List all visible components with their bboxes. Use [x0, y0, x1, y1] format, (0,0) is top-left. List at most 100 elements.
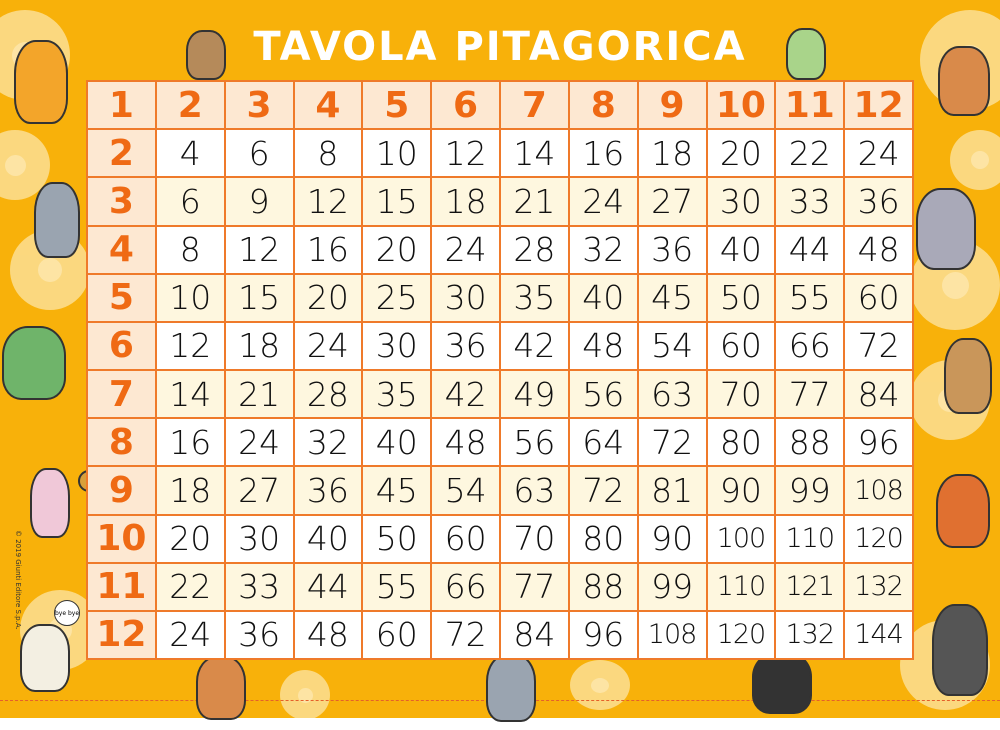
header-cell: 12 [88, 611, 155, 658]
product-cell: 96 [845, 419, 912, 466]
product-cell: 50 [363, 515, 431, 562]
product-cell: 72 [845, 322, 912, 369]
header-cell: 12 [845, 82, 912, 129]
header-cell: 4 [88, 226, 155, 273]
product-cell: 77 [776, 371, 844, 418]
product-cell: 55 [363, 563, 431, 610]
product-cell: 21 [225, 371, 293, 418]
frog-illustration [786, 28, 826, 80]
product-cell: 22 [156, 563, 224, 610]
page-title: TAVOLA PITAGORICA [253, 24, 747, 70]
product-cell: 84 [845, 371, 912, 418]
product-cell: 24 [156, 611, 224, 658]
product-cell: 121 [776, 563, 844, 610]
product-cell: 27 [638, 178, 706, 225]
product-cell: 48 [432, 419, 499, 466]
product-cell: 12 [156, 322, 224, 369]
sheep-illustration [20, 624, 70, 692]
product-cell: 81 [638, 467, 706, 514]
product-cell: 12 [294, 178, 362, 225]
product-cell: 144 [845, 611, 912, 658]
product-cell: 66 [432, 563, 499, 610]
product-cell: 99 [638, 563, 706, 610]
product-cell: 108 [638, 611, 706, 658]
product-cell: 84 [501, 611, 568, 658]
product-cell: 48 [294, 611, 362, 658]
product-cell: 72 [569, 467, 637, 514]
product-cell: 18 [225, 322, 293, 369]
crocodile-illustration [2, 326, 66, 400]
product-cell: 16 [294, 226, 362, 273]
product-cell: 96 [569, 611, 637, 658]
header-cell: 3 [88, 178, 155, 225]
hen-illustration [196, 656, 246, 720]
bottom-margin [0, 718, 1000, 730]
product-cell: 6 [225, 130, 293, 177]
multiplication-table: 1 2 3 4 5 6 7 8 9 10 11 12 2 4 6 8 10 12 14 16 18 20 22 24 3 6 9 12… [86, 80, 914, 660]
lion-illustration [14, 40, 68, 124]
koala-illustration [34, 182, 80, 258]
product-cell: 36 [638, 226, 706, 273]
product-cell: 88 [569, 563, 637, 610]
product-cell: 16 [569, 130, 637, 177]
header-cell: 6 [432, 82, 499, 129]
product-cell: 22 [776, 130, 844, 177]
product-cell: 42 [432, 371, 499, 418]
product-cell: 32 [569, 226, 637, 273]
product-cell: 48 [845, 226, 912, 273]
product-cell: 42 [501, 322, 568, 369]
product-cell: 36 [432, 322, 499, 369]
product-cell: 25 [363, 274, 431, 321]
product-cell: 45 [638, 274, 706, 321]
header-cell: 7 [88, 371, 155, 418]
product-cell: 8 [156, 226, 224, 273]
product-cell: 120 [845, 515, 912, 562]
header-cell: 11 [776, 82, 844, 129]
header-cell: 8 [88, 419, 155, 466]
bat-illustration [932, 604, 988, 696]
product-cell: 12 [432, 130, 499, 177]
product-cell: 88 [776, 419, 844, 466]
product-cell: 24 [225, 419, 293, 466]
product-cell: 56 [501, 419, 568, 466]
product-cell: 6 [156, 178, 224, 225]
header-cell: 9 [638, 82, 706, 129]
product-cell: 90 [707, 467, 775, 514]
header-cell: 7 [501, 82, 568, 129]
header-cell: 10 [707, 82, 775, 129]
product-cell: 55 [776, 274, 844, 321]
product-cell: 60 [432, 515, 499, 562]
product-cell: 54 [638, 322, 706, 369]
product-cell: 16 [156, 419, 224, 466]
product-cell: 54 [432, 467, 499, 514]
product-cell: 24 [569, 178, 637, 225]
product-cell: 4 [156, 130, 224, 177]
product-cell: 110 [776, 515, 844, 562]
product-cell: 45 [363, 467, 431, 514]
product-cell: 99 [776, 467, 844, 514]
product-cell: 60 [363, 611, 431, 658]
toucan-illustration [752, 652, 812, 714]
speech-bubble: bye bye [54, 600, 80, 626]
product-cell: 40 [707, 226, 775, 273]
product-cell: 72 [432, 611, 499, 658]
product-cell: 30 [225, 515, 293, 562]
product-cell: 44 [776, 226, 844, 273]
flower-decoration [570, 660, 630, 710]
header-cell: 11 [88, 563, 155, 610]
header-cell: 10 [88, 515, 155, 562]
product-cell: 30 [707, 178, 775, 225]
speech-bubble-text: bye bye [55, 609, 80, 617]
header-cell: 3 [225, 82, 293, 129]
product-cell: 80 [569, 515, 637, 562]
product-cell: 27 [225, 467, 293, 514]
product-cell: 70 [501, 515, 568, 562]
product-cell: 33 [776, 178, 844, 225]
product-cell: 20 [707, 130, 775, 177]
product-cell: 72 [638, 419, 706, 466]
product-cell: 15 [363, 178, 431, 225]
pig-illustration [30, 468, 70, 538]
product-cell: 40 [569, 274, 637, 321]
product-cell: 108 [845, 467, 912, 514]
product-cell: 36 [225, 611, 293, 658]
